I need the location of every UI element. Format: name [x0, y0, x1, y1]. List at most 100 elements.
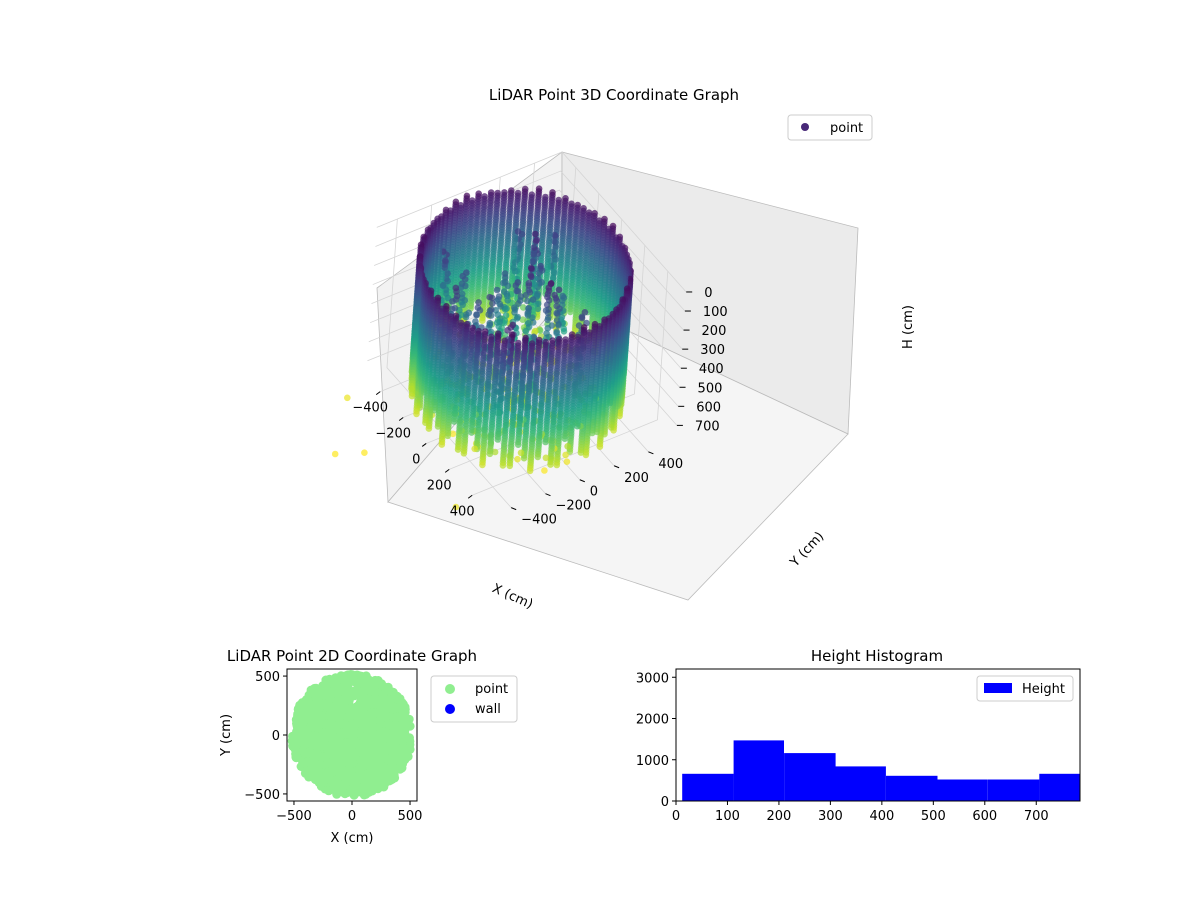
- point-3d: [444, 432, 452, 440]
- point-3d: [578, 314, 586, 322]
- point-3d: [517, 449, 525, 457]
- point-3d: [471, 445, 479, 453]
- point-3d: [530, 244, 538, 251]
- point-3d: [454, 446, 462, 453]
- point-3d: [542, 438, 549, 446]
- scatter-3d-points: [331, 185, 634, 511]
- point-3d: [489, 300, 496, 307]
- point-3d: [512, 282, 520, 289]
- point-3d: [486, 293, 494, 301]
- point-3d: [582, 451, 590, 459]
- point-3d: [422, 419, 429, 427]
- point-3d: [457, 284, 465, 292]
- point-3d: [529, 296, 537, 303]
- point-3d: [547, 461, 554, 468]
- point-3d: [525, 320, 532, 327]
- point-3d: [515, 300, 522, 308]
- point-3d: [543, 330, 550, 337]
- point-3d: [519, 316, 527, 324]
- point-3d: [472, 318, 479, 325]
- point-3d: [449, 298, 456, 305]
- point-3d: [449, 305, 456, 313]
- point-3d: [434, 423, 442, 430]
- point-3d: [501, 270, 509, 277]
- point-3d: [522, 291, 530, 299]
- point-3d: [553, 302, 560, 310]
- point-3d: [458, 294, 466, 302]
- point-3d: [536, 327, 544, 334]
- point-3d: [522, 327, 530, 335]
- point-3d: [438, 441, 446, 448]
- point-3d: [452, 503, 460, 511]
- point-3d: [549, 274, 557, 282]
- point-3d: [527, 272, 534, 279]
- point-3d: [511, 304, 518, 312]
- point-3d: [551, 291, 558, 299]
- point-3d: [529, 258, 537, 265]
- point-3d: [511, 259, 519, 266]
- point-3d: [560, 325, 567, 333]
- point-3d: [532, 230, 539, 238]
- point-3d: [537, 262, 544, 270]
- point-3d: [514, 441, 522, 449]
- point-3d: [439, 282, 447, 290]
- point-3d: [485, 311, 493, 318]
- point-3d: [530, 251, 537, 258]
- chart-3d-title: LiDAR Point 3D Coordinate Graph: [489, 86, 739, 104]
- point-3d: [413, 410, 420, 418]
- point-3d: [493, 286, 501, 294]
- point-3d: [553, 328, 560, 336]
- point-3d: [479, 461, 486, 469]
- point-3d: [459, 272, 467, 280]
- point-3d: [527, 264, 535, 272]
- point-3d: [511, 309, 518, 316]
- point-3d: [514, 228, 522, 235]
- point-3d: [500, 288, 508, 295]
- point-3d: [543, 301, 551, 309]
- point-3d: [524, 297, 531, 305]
- point-3d: [479, 317, 486, 325]
- point-3d: [561, 435, 569, 443]
- point-3d: [553, 317, 561, 324]
- point-3d: [450, 418, 458, 425]
- point-3d: [491, 448, 499, 456]
- point-3d: [473, 311, 480, 318]
- point-3d: [544, 324, 552, 332]
- point-3d: [519, 304, 527, 311]
- point-3d: [551, 231, 558, 239]
- point-3d: [544, 316, 551, 324]
- point-3d: [524, 312, 532, 319]
- point-3d: [542, 307, 550, 314]
- point-3d: [550, 269, 558, 277]
- point-3d: [506, 462, 514, 470]
- point-3d: [510, 264, 518, 272]
- point-3d: [562, 451, 569, 459]
- point-3d: [494, 409, 502, 417]
- point-3d: [425, 425, 433, 432]
- point-3d: [460, 450, 468, 457]
- point-3d: [545, 284, 553, 292]
- point-3d: [444, 270, 451, 277]
- point-3d: [553, 461, 561, 469]
- point-3d: [544, 293, 551, 301]
- point-3d: [563, 458, 571, 466]
- point-3d: [541, 467, 548, 474]
- point-3d: [452, 284, 460, 292]
- point-3d: [574, 422, 581, 430]
- point-3d: [449, 430, 457, 438]
- point-3d: [525, 279, 533, 287]
- point-3d: [468, 429, 475, 436]
- point-3d: [577, 449, 585, 456]
- point-3d: [499, 462, 507, 469]
- point-3d: [475, 299, 482, 306]
- point-3d: [513, 287, 520, 295]
- point-3d: [514, 455, 521, 463]
- point-3d: [462, 311, 470, 318]
- point-3d: [442, 257, 449, 264]
- point-3d: [567, 308, 574, 316]
- point-3d: [534, 453, 542, 461]
- point-3d: [596, 443, 604, 451]
- point-3d: [520, 454, 528, 462]
- chart-3d: LiDAR Point 3D Coordinate Graph −400−200…: [331, 86, 916, 612]
